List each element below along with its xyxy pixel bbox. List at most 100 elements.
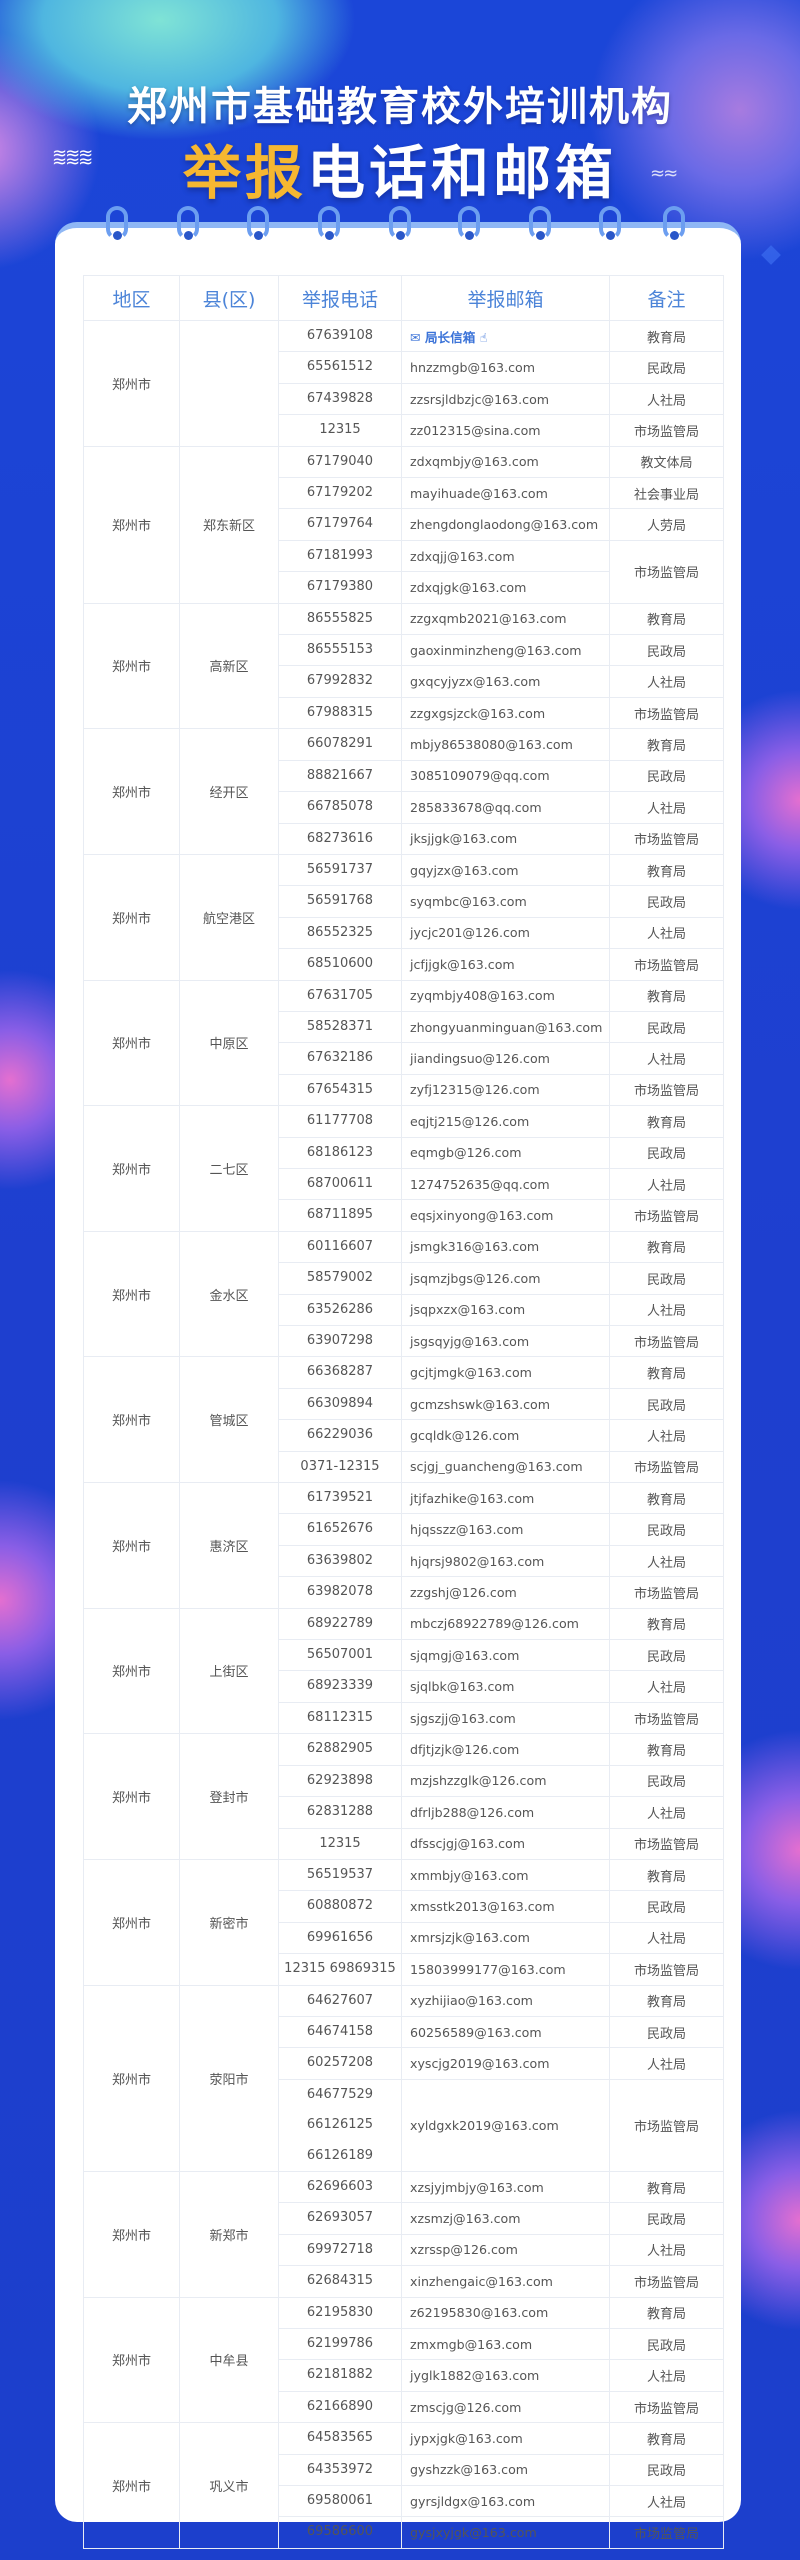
- email-cell: 285833678@qq.com: [401, 791, 610, 824]
- table-row: 62684315 xinzhengaic@163.com 市场监管局: [84, 2265, 724, 2298]
- county-cell: 金水区: [179, 1230, 279, 1358]
- county-cell: 新密市: [179, 1858, 279, 1986]
- table-row: 郑州市 中原区 67631705 zyqmbjy408@163.com 教育局: [83, 979, 724, 1107]
- table-row: 郑州市 管城区 66368287 gcjtjmgk@163.com 教育局: [83, 1356, 724, 1484]
- email-cell: gyshzzk@163.com: [401, 2453, 610, 2487]
- phone-cell: 65561512: [278, 351, 402, 384]
- note-cell: 教育局: [609, 853, 724, 887]
- phone-cell: 67179202: [278, 477, 402, 510]
- phone-cell: 68186123: [278, 1136, 402, 1169]
- phone-cell: 67632186: [278, 1042, 402, 1075]
- phone-cell: 56591768: [278, 885, 402, 918]
- email-cell: 15803999177@163.com: [401, 1953, 610, 1986]
- county-cell: 经开区: [179, 728, 279, 855]
- binder-ring-icon: [663, 206, 685, 240]
- table-row: 67179202 mayihuade@163.com 社会事业局: [84, 477, 724, 510]
- note-cell: 人社局: [609, 1167, 724, 1201]
- note-cell: 民政局: [609, 759, 724, 793]
- note-cell: 民政局: [609, 885, 724, 918]
- phone-cell: 69586600: [278, 2516, 402, 2549]
- binder-ring-icon: [318, 206, 340, 240]
- note-cell: 人社局: [609, 1544, 724, 1578]
- table-row: 郑州市 中牟县 62195830 z62195830@163.com 教育局: [83, 2296, 724, 2424]
- table-row: 12315 69869315 15803999177@163.com 市场监管局: [84, 1953, 724, 1986]
- region-cell: 郑州市: [83, 320, 180, 447]
- email-cell: zzgxqmb2021@163.com: [401, 602, 610, 636]
- email-cell: xmmbjy@163.com: [401, 1858, 610, 1892]
- email-cell: jsqpxzx@163.com: [401, 1293, 610, 1327]
- phone-cell: 60116607: [278, 1230, 402, 1264]
- note-cell: 教育局: [609, 979, 724, 1012]
- email-cell: hjqsszz@163.com: [401, 1513, 610, 1546]
- phone-cell: 69972718: [278, 2233, 402, 2267]
- phone-cell: 67179764: [278, 508, 402, 541]
- director-mailbox-link[interactable]: ✉ 局长信箱 ☝: [410, 330, 487, 345]
- binder-ring-icon: [529, 206, 551, 240]
- email-cell: gysjxyjgk@163.com: [401, 2516, 610, 2549]
- phone-cell: 64583565: [278, 2422, 402, 2455]
- email-cell: zhongyuanminguan@163.com: [401, 1010, 610, 1044]
- phone-cell: 86555825: [278, 602, 402, 636]
- email-cell: scjgj_guancheng@163.com: [401, 1450, 610, 1484]
- email-cell: jsgsqyjg@163.com: [401, 1324, 610, 1358]
- phone-cell: 67439828: [278, 382, 402, 416]
- email-cell: sjgszjj@163.com: [401, 1701, 610, 1735]
- table-row: 67179380 zdxqjgk@163.com: [84, 571, 724, 604]
- table-row: 64677529 66126125 66126189 xyldgxk2019@163.…: [84, 2078, 724, 2172]
- phone-cell: 12315: [278, 414, 402, 447]
- table-row: 58528371 zhongyuanminguan@163.com 民政局: [84, 1010, 724, 1044]
- note-cell: 市场监管局: [609, 2390, 724, 2424]
- county-cell: 新郑市: [179, 2170, 279, 2298]
- email-cell: 3085109079@qq.com: [401, 759, 610, 793]
- note-cell: 人社局: [609, 665, 724, 698]
- region-cell: 郑州市: [83, 1230, 180, 1358]
- note-cell: 教育局: [609, 2170, 724, 2204]
- table-row: 60880872 xmsstk2013@163.com 民政局: [84, 1890, 724, 1923]
- email-cell: zzgxgsjzck@163.com: [401, 696, 610, 730]
- note-cell: 民政局: [609, 1387, 724, 1421]
- email-cell: jtjfazhike@163.com: [401, 1482, 610, 1515]
- table-row: 66309894 gcmzshswk@163.com 民政局: [84, 1387, 724, 1421]
- note-cell: 教育局: [609, 1733, 724, 1766]
- table-row: 68923339 sjqlbk@163.com 人社局: [84, 1670, 724, 1703]
- note-cell: 教育局: [609, 1858, 724, 1892]
- note-cell: 民政局: [609, 1764, 724, 1798]
- county-cell: 登封市: [179, 1733, 279, 1860]
- table-row: 郑州市 惠济区 61739521 jtjfazhike@163.com 教育局: [83, 1482, 724, 1609]
- region-cell: 郑州市: [83, 602, 180, 730]
- note-cell: 人社局: [609, 1042, 724, 1075]
- table-row: 58579002 jsqmzjbgs@126.com 民政局: [84, 1262, 724, 1295]
- phone-cell: 69580061: [278, 2485, 402, 2518]
- region-cell: 郑州市: [83, 853, 180, 981]
- email-cell: xzrssp@126.com: [401, 2233, 610, 2267]
- phone-cell: 68922789: [278, 1607, 402, 1641]
- binder-ring-icon: [247, 206, 269, 240]
- note-cell: 民政局: [609, 1136, 724, 1169]
- email-cell: mbjy86538080@163.com: [401, 728, 610, 761]
- note-cell: 教育局: [609, 1105, 724, 1138]
- phone-cell: 67181993: [278, 539, 402, 573]
- table-row: 郑州市 高新区 86555825 zzgxqmb2021@163.com 教育局: [83, 602, 724, 730]
- table-row: 56507001 sjqmgj@163.com 民政局: [84, 1639, 724, 1672]
- table-row: 郑州市 经开区 66078291 mbjy86538080@163.com 教育局: [83, 728, 724, 855]
- note-cell: 教文体局: [609, 445, 724, 479]
- email-cell: zmxmgb@163.com: [401, 2327, 610, 2361]
- phone-cell: 67639108: [278, 319, 402, 353]
- phone-cell: 12315: [278, 1827, 402, 1860]
- header-phone: 举报电话: [278, 275, 402, 321]
- phone-cell: 68700611: [278, 1167, 402, 1201]
- phone-cell: 12315 69869315: [278, 1953, 402, 1986]
- phone-cell: 67992832: [278, 665, 402, 698]
- table-row: 86555153 gaoxinminzheng@163.com 民政局: [84, 634, 724, 667]
- hand-pointer-icon: ☝: [475, 329, 488, 345]
- region-cell: 郑州市: [83, 1607, 180, 1735]
- email-cell: eqjtj215@126.com: [401, 1105, 610, 1138]
- note-cell: 人社局: [609, 791, 724, 824]
- phone-cell: 67654315: [278, 1073, 402, 1107]
- phone-cell: 60257208: [278, 2047, 402, 2080]
- table-row: 郑州市 巩义市 64583565 jypxjgk@163.com 教育局: [83, 2422, 724, 2549]
- phone-cell: 64674158: [278, 2015, 402, 2049]
- binder-ring-icon: [106, 206, 128, 240]
- phone-cell: 64627607: [278, 1984, 402, 2017]
- phone-cell: 58528371: [278, 1010, 402, 1044]
